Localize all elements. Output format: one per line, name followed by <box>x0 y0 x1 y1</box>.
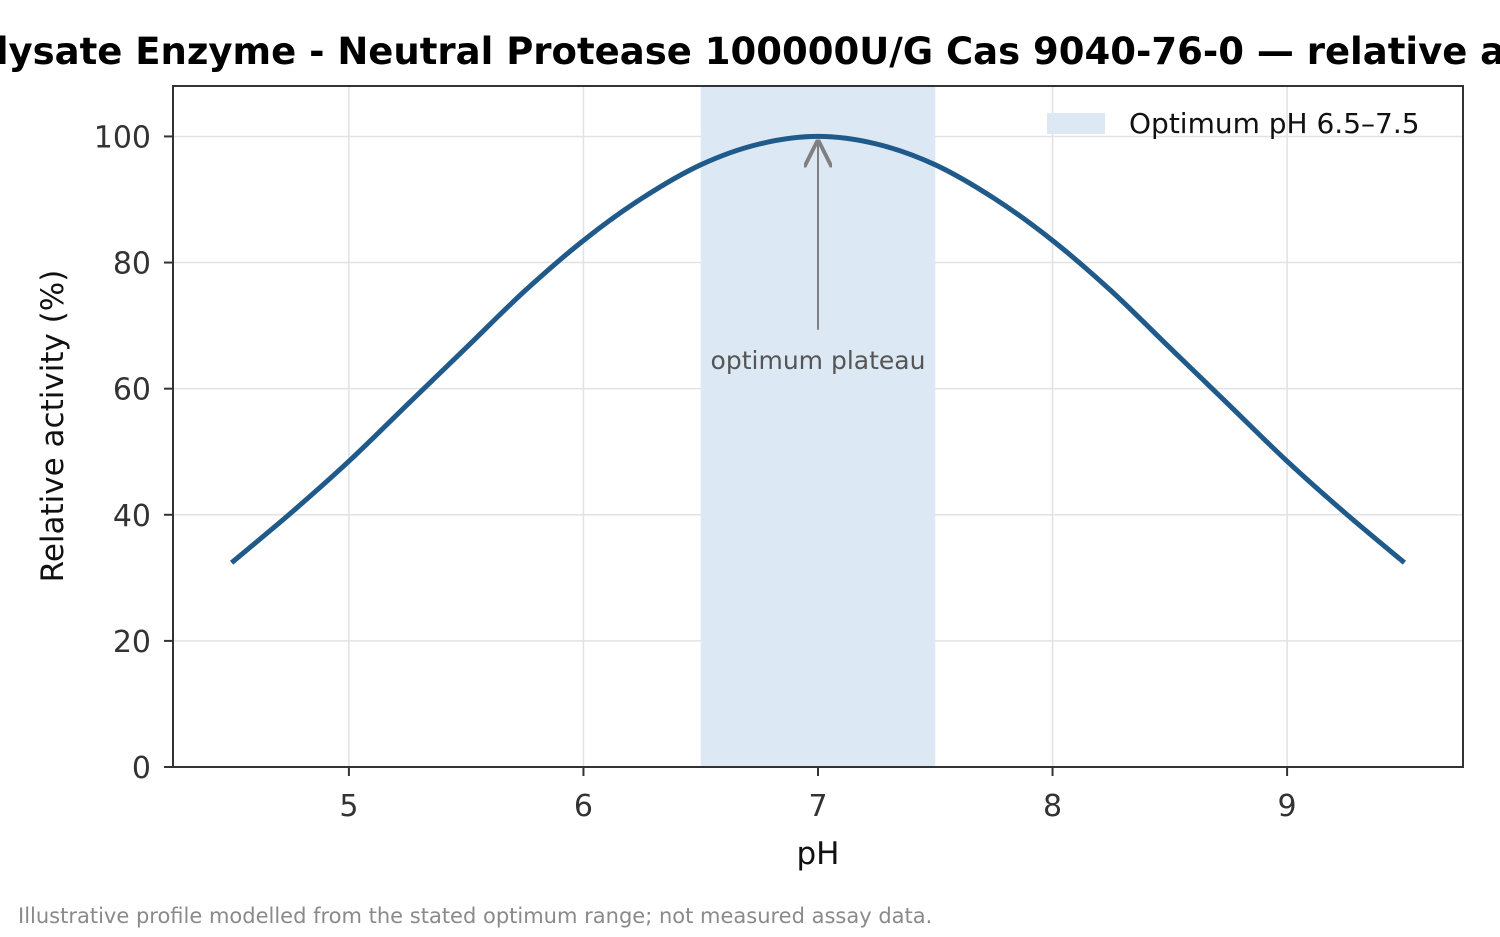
y-tick-label: 0 <box>132 751 151 786</box>
x-axis-label: pH <box>797 836 840 872</box>
chart-title: Hydrolysate Enzyme - Neutral Protease 10… <box>0 30 1500 73</box>
activity-curve <box>229 133 1407 565</box>
y-tick-label: 60 <box>113 373 151 408</box>
x-tick-label: 8 <box>1043 789 1062 824</box>
annotation-label: optimum plateau <box>711 346 926 375</box>
y-axis-label: Relative activity (%) <box>35 270 71 583</box>
x-tick-label: 9 <box>1278 789 1297 824</box>
x-tick-label: 7 <box>808 789 827 824</box>
y-axis-ticks: 0 20 40 60 80 100 <box>94 120 173 786</box>
y-tick-label: 20 <box>113 625 151 660</box>
footnote: Illustrative profile modelled from the s… <box>18 904 933 928</box>
legend: Optimum pH 6.5–7.5 <box>1047 107 1420 140</box>
x-tick-label: 6 <box>574 789 593 824</box>
legend-label: Optimum pH 6.5–7.5 <box>1129 107 1420 140</box>
y-tick-label: 80 <box>113 247 151 282</box>
x-axis-ticks: 5 6 7 8 9 <box>339 767 1297 824</box>
plot-frame <box>172 85 1464 768</box>
chart: Hydrolysate Enzyme - Neutral Protease 10… <box>0 30 1500 872</box>
x-tick-label: 5 <box>339 789 358 824</box>
y-tick-label: 40 <box>113 499 151 534</box>
y-tick-label: 100 <box>94 120 151 155</box>
legend-swatch <box>1047 113 1105 134</box>
